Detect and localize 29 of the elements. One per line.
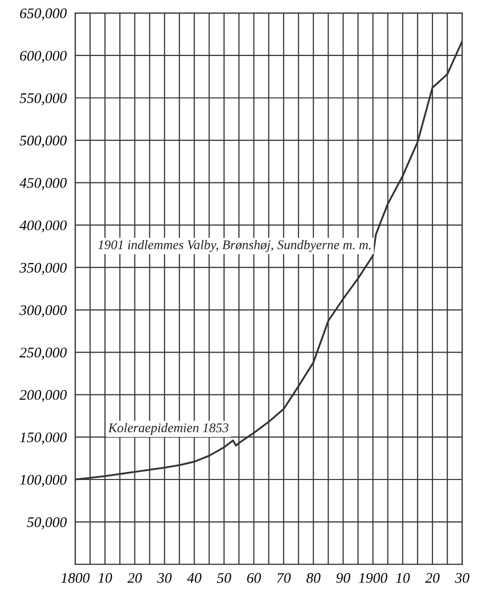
y-tick-label: 400,000: [20, 220, 67, 232]
x-tick-label: 1900: [358, 573, 388, 583]
y-tick-label: 300,000: [19, 305, 67, 318]
x-tick-label: 1800: [61, 573, 90, 583]
x-tick-label: 10: [396, 573, 410, 583]
y-tick-label: 450,000: [20, 178, 67, 190]
x-tick-label: 90: [336, 573, 350, 583]
annotation: 1901 indlemmes Valby, Brønshøj, Sundbyerne m. m.: [98, 240, 371, 252]
annotation: Koleraepidemien 1853: [108, 422, 228, 435]
x-tick-label: 50: [217, 573, 232, 583]
y-tick-label: 200,000: [19, 390, 67, 402]
y-tick-label: 500,000: [20, 136, 67, 148]
x-tick-label: 30: [157, 573, 172, 583]
x-tick-label: 20: [127, 573, 142, 583]
x-tick-label: 80: [306, 573, 320, 583]
y-tick-label: 50,000: [26, 517, 67, 530]
y-tick-label: 100,000: [20, 474, 67, 487]
y-tick-label: 150,000: [20, 432, 67, 444]
y-tick-label: 550,000: [20, 93, 67, 106]
x-tick-label: 40: [187, 573, 202, 583]
y-tick-label: 350,000: [19, 262, 67, 275]
x-tick-label: 70: [277, 573, 291, 583]
x-tick-label: 30: [454, 573, 470, 583]
y-tick-label: 600,000: [20, 50, 67, 63]
y-tick-label: 650,000: [20, 8, 67, 20]
x-tick-label: 20: [425, 573, 440, 583]
x-tick-label: 10: [98, 573, 112, 583]
x-tick-label: 60: [247, 573, 261, 583]
y-tick-label: 250,000: [19, 348, 67, 360]
